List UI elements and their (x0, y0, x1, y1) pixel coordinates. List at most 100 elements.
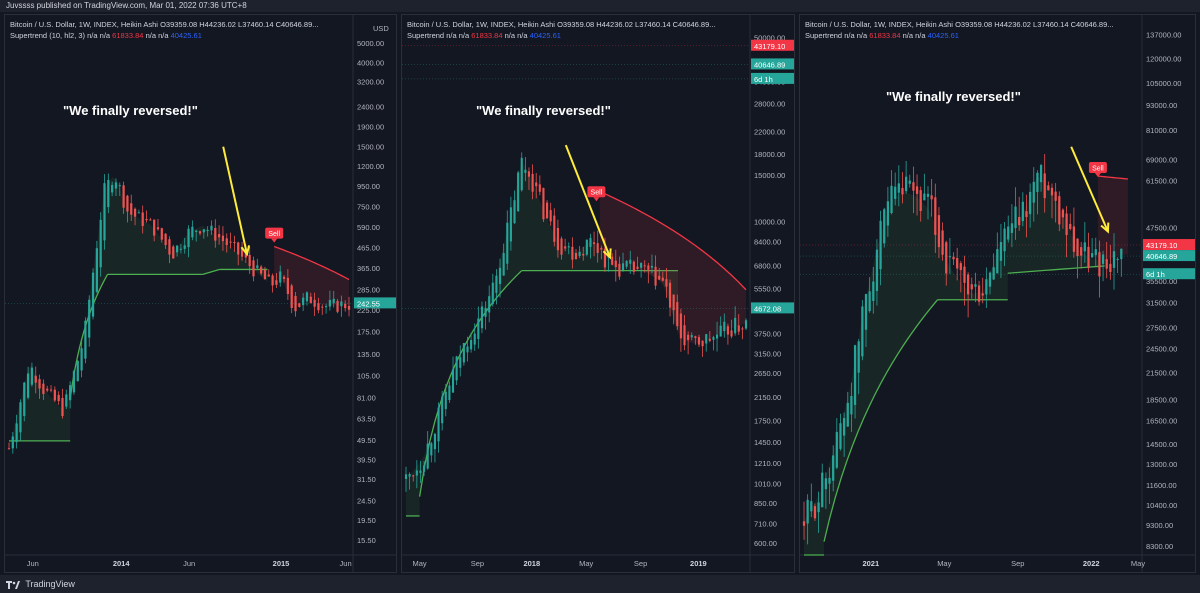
candle-body (835, 431, 838, 468)
x-tick-label: 2014 (113, 559, 131, 568)
candle-body (802, 521, 806, 526)
candle-body (141, 212, 144, 226)
y-tick-label: 49.50 (357, 436, 376, 445)
chart-panel-2018[interactable]: 50000.0034000.0028000.0022000.0018000.00… (401, 14, 795, 573)
candle-body (861, 306, 864, 357)
candle-body (582, 253, 585, 256)
candle-body (672, 294, 675, 311)
candle-body (1065, 213, 1068, 236)
candle-body (923, 193, 926, 201)
candle-body (324, 306, 328, 308)
candle-body (506, 222, 509, 264)
x-tick-label: May (1131, 559, 1145, 568)
candle-body (153, 219, 156, 236)
publish-header: Juvssss published on TradingView.com, Ma… (0, 0, 1200, 12)
candle-body (553, 215, 556, 242)
candle-body (832, 455, 835, 481)
candle-body (1072, 226, 1076, 252)
candle-body (84, 320, 87, 359)
candle-body (974, 284, 977, 287)
candle-body (813, 506, 817, 519)
candle-body (466, 346, 469, 353)
candle-body (282, 276, 286, 279)
candle-body (462, 343, 465, 363)
y-tick-label: 120000.00 (1146, 55, 1181, 64)
chart-canvas-2018[interactable]: 50000.0034000.0028000.0022000.0018000.00… (402, 15, 795, 573)
sell-badge-pointer (1094, 172, 1101, 177)
candle-body (600, 247, 603, 250)
supertrend-down-value: 61833.84 (869, 31, 901, 40)
candle-body (26, 373, 30, 398)
candle-body (850, 396, 853, 415)
chart-panel-2014[interactable]: 5000.00 4000.00 3200.00 2400.00 1900.00 1500.… (4, 14, 397, 573)
candle-body (1028, 191, 1032, 215)
candle-body (149, 219, 152, 221)
candle-body (596, 243, 599, 253)
supertrend-up-fill (1007, 176, 1105, 274)
candle-body (279, 271, 282, 283)
price-tag-label: 242.55 (357, 299, 380, 308)
candle-body (57, 394, 60, 402)
candle-body (133, 208, 137, 217)
candle-body (904, 176, 908, 192)
candle-body (1069, 223, 1072, 229)
y-tick-label: 5000.00 (357, 39, 384, 48)
x-tick-label: 2022 (1083, 559, 1100, 568)
y-tick-label: 47500.00 (1146, 224, 1177, 233)
x-tick-label: Sep (471, 559, 484, 568)
supertrend-up-line (202, 268, 220, 275)
candle-body (437, 407, 440, 442)
candle-body (828, 477, 831, 484)
candle-body (477, 318, 480, 339)
sell-badge-label: Sell (591, 190, 603, 197)
candle-body (99, 219, 102, 268)
y-tick-label: 63.50 (357, 415, 376, 424)
y-tick-label: 1200.00 (357, 162, 384, 171)
candle-body (444, 391, 447, 410)
candle-body (191, 226, 194, 238)
annotation-text: "We finally reversed!" (63, 103, 198, 118)
candle-body (412, 475, 415, 477)
candle-body (1050, 187, 1054, 196)
candle-body (305, 292, 309, 302)
candle-body (963, 266, 966, 283)
candle-body (524, 169, 527, 173)
candle-body (195, 230, 198, 232)
candle-body (1043, 173, 1046, 199)
candle-body (567, 246, 570, 248)
chart-panel-2022[interactable]: 137000.00 120000.00 105000.00 93000.00 81000… (799, 14, 1196, 573)
supertrend-down-fill (599, 191, 746, 344)
y-tick-label: 365.00 (357, 264, 380, 273)
candle-body (145, 218, 148, 221)
candle-body (53, 389, 56, 401)
candle-body (30, 367, 34, 385)
candle-body (470, 339, 473, 350)
candle-body (237, 242, 240, 255)
candle-body (225, 238, 228, 246)
candle-body (34, 375, 37, 383)
supertrend-down-value: 61833.84 (112, 31, 144, 40)
chart-canvas-2014[interactable]: 5000.00 4000.00 3200.00 2400.00 1900.00 1500.… (5, 15, 397, 573)
candle-body (451, 369, 455, 393)
candle-body (321, 306, 324, 308)
candle-body (347, 305, 351, 310)
indicator-name: Supertrend (10, hl2, 3) (10, 31, 86, 40)
supertrend-down-fill (1097, 176, 1128, 262)
y-tick-label: 39.50 (357, 455, 376, 464)
candle-body (426, 443, 429, 469)
candle-body (560, 238, 563, 255)
y-tick-label: 590.00 (357, 223, 380, 232)
supertrend-up-value: 40425.61 (170, 31, 202, 40)
candle-body (690, 335, 693, 338)
price-tag (751, 58, 794, 70)
ohlc-values: O39359.08 H44236.02 L37460.14 C40646.89.… (160, 20, 319, 29)
candle-body (263, 270, 267, 280)
supertrend-down-line (273, 245, 350, 281)
candle-body (309, 296, 312, 304)
ohlc-values: O39359.08 H44236.02 L37460.14 C40646.89.… (955, 20, 1114, 29)
y-tick-label: 1500.00 (357, 143, 384, 152)
chart-canvas-2022[interactable]: 137000.00 120000.00 105000.00 93000.00 81000… (800, 15, 1196, 573)
candle-body (842, 418, 846, 436)
candle-body (996, 249, 999, 274)
candle-body (1025, 211, 1028, 218)
